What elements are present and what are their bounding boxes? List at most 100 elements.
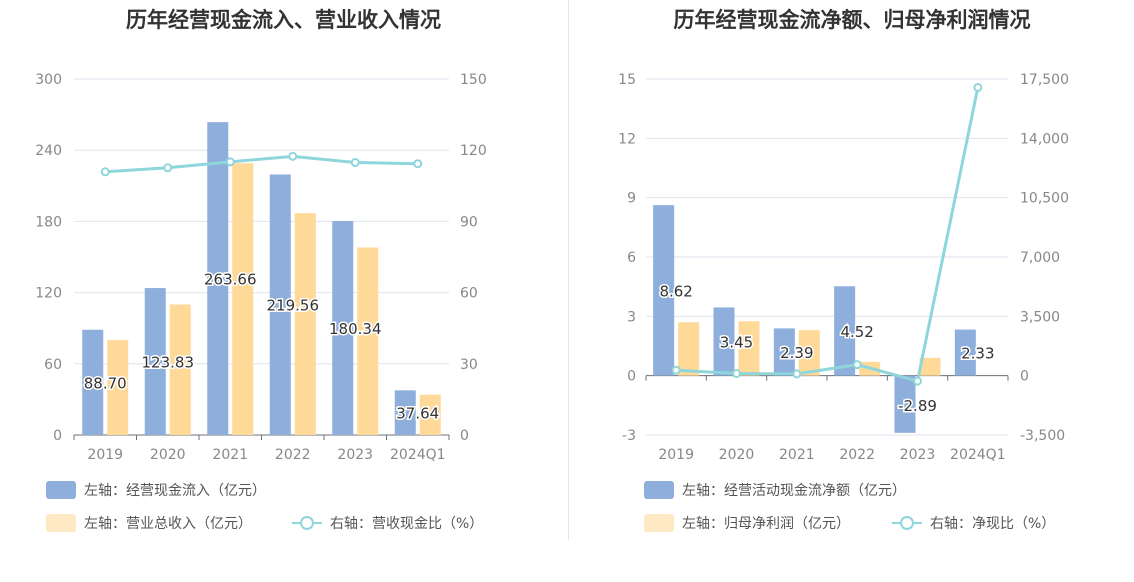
panel-divider [568, 0, 569, 540]
legend-swatch-blue [46, 481, 76, 499]
left-axis-tick: 120 [35, 286, 62, 302]
bar-data-label: 4.52 [840, 323, 873, 341]
legend-net-ratio[interactable]: 右轴：净现比（%） [892, 513, 1055, 533]
bar-series-2 [678, 322, 700, 376]
right-axis-tick: 150 [460, 72, 487, 88]
bar-data-label: 2.33 [961, 345, 994, 363]
x-axis-category-label: 2021 [212, 447, 248, 463]
bar-series-1 [394, 390, 416, 435]
legend-label: 左轴：经营现金流入（亿元） [84, 483, 266, 499]
legend-label: 左轴：经营活动现金流净额（亿元） [682, 483, 906, 499]
bar-series-1 [954, 329, 976, 376]
legend-swatch-blue [644, 481, 674, 499]
legend-swatch-line [892, 514, 922, 532]
ratio-line-point [350, 158, 360, 168]
left-chart-title: 历年经营现金流入、营业收入情况 [126, 8, 441, 32]
bar-data-label: 219.56 [267, 297, 320, 315]
left-axis-tick: 240 [35, 143, 62, 159]
bar-series-2 [169, 304, 191, 435]
ratio-line-point [163, 163, 173, 173]
right-chart-title: 历年经营现金流净额、归母净利润情况 [673, 8, 1031, 32]
ratio-line-point [913, 376, 922, 386]
ratio-line-point [852, 360, 862, 370]
legend-ratio[interactable]: 右轴：营收现金比（%） [292, 513, 483, 533]
legend-revenue[interactable]: 左轴：营业总收入（亿元） [46, 513, 252, 533]
ratio-line-point [792, 369, 802, 379]
legend-label: 右轴：净现比（%） [930, 516, 1056, 532]
bar-series-1 [894, 375, 916, 433]
x-axis-category-label: 2022 [275, 447, 311, 463]
ratio-line [676, 87, 980, 383]
bar-series-1 [269, 174, 291, 436]
ratio-line-point [413, 159, 423, 169]
bar-series-2 [738, 321, 760, 376]
bar-series-1 [144, 288, 166, 435]
bar-series-1 [713, 307, 735, 376]
right-axis-tick: 90 [460, 214, 478, 230]
left-axis-tick: 6 [627, 250, 636, 266]
x-axis-category-label: 2024Q1 [950, 447, 1006, 463]
left-axis-tick: 0 [627, 369, 636, 385]
ratio-line-point [732, 369, 741, 379]
right-axis-tick: 7,000 [1020, 250, 1060, 266]
bar-series-1 [332, 220, 354, 435]
bar-data-label: 2.39 [780, 344, 813, 362]
x-axis-category-label: 2020 [719, 447, 755, 463]
ratio-line [105, 154, 418, 174]
legend-swatch-yellow [46, 514, 76, 532]
left-axis-tick: 3 [627, 309, 636, 325]
legend-net-cashflow[interactable]: 左轴：经营活动现金流净额（亿元） [644, 480, 906, 500]
bar-series-1 [834, 286, 856, 376]
legend-label: 右轴：营收现金比（%） [330, 516, 484, 532]
left-axis-tick: 60 [44, 357, 62, 373]
bar-series-2 [294, 213, 316, 435]
bar-data-label: 3.45 [720, 334, 753, 352]
legend-label: 左轴：归母净利润（亿元） [682, 516, 850, 532]
right-axis-tick: 60 [460, 286, 478, 302]
left-axis-tick: 180 [35, 214, 62, 230]
legend-cash-inflow[interactable]: 左轴：经营现金流入（亿元） [46, 480, 266, 500]
right-axis-tick: 30 [460, 357, 478, 373]
bar-data-label: 37.64 [396, 405, 439, 423]
bar-series-1 [773, 328, 795, 376]
bar-data-label: 123.83 [142, 354, 195, 372]
right-chart-panel: 历年经营现金流净额、归母净利润情况 -3 -3,500 0 0 3 3,500 6 7,000… [570, 0, 1134, 582]
left-chart-panel: 历年经营现金流入、营业收入情况 0 0 60 30 120 60 180 90 240 120 30… [35, 8, 487, 533]
right-chart-svg: -3 -3,500 0 0 3 3,500 6 7,000 9 10,500 12 14,000 15 1… [618, 72, 1069, 463]
x-axis-category-label: 2023 [900, 447, 936, 463]
legend-net-profit[interactable]: 左轴：归母净利润（亿元） [644, 513, 850, 533]
x-axis-category-label: 2020 [150, 447, 186, 463]
legend-swatch-line [292, 514, 322, 532]
legend-swatch-yellow [644, 514, 674, 532]
left-axis-tick: 300 [35, 72, 62, 88]
ratio-line-point [671, 365, 681, 375]
left-axis-tick: 0 [53, 428, 62, 444]
right-axis-tick: 3,500 [1020, 309, 1060, 325]
ratio-line-point [225, 157, 235, 167]
bar-data-label: -2.89 [898, 397, 937, 415]
bar-series-1 [82, 329, 104, 435]
bar-data-label: 180.34 [329, 320, 382, 338]
left-chart-svg: 0 0 60 30 120 60 180 90 240 120 300 150 2019 2020 2021… [35, 72, 487, 463]
bar-data-label: 263.66 [204, 271, 257, 289]
x-axis-category-label: 2022 [839, 447, 875, 463]
legend-label: 左轴：营业总收入（亿元） [84, 516, 252, 532]
bar-series-2 [798, 330, 820, 376]
x-axis-category-label: 2021 [779, 447, 815, 463]
left-axis-tick: 15 [618, 72, 636, 88]
bar-series-1 [207, 122, 229, 435]
bar-series-1 [653, 205, 675, 376]
bar-series-2 [919, 357, 941, 376]
left-axis-tick: 9 [627, 191, 636, 207]
ratio-line-point [973, 82, 983, 92]
x-axis-category-label: 2019 [658, 447, 694, 463]
bar-data-label: 8.62 [659, 282, 692, 300]
right-axis-tick: 17,500 [1020, 72, 1069, 88]
right-axis-tick: 120 [460, 143, 487, 159]
right-axis-tick: 14,000 [1020, 131, 1069, 147]
x-axis-category-label: 2024Q1 [390, 447, 446, 463]
right-axis-tick: 0 [1020, 369, 1029, 385]
left-axis-tick: -3 [622, 428, 636, 444]
x-axis-category-label: 2023 [337, 447, 373, 463]
bar-series-2 [357, 247, 379, 435]
